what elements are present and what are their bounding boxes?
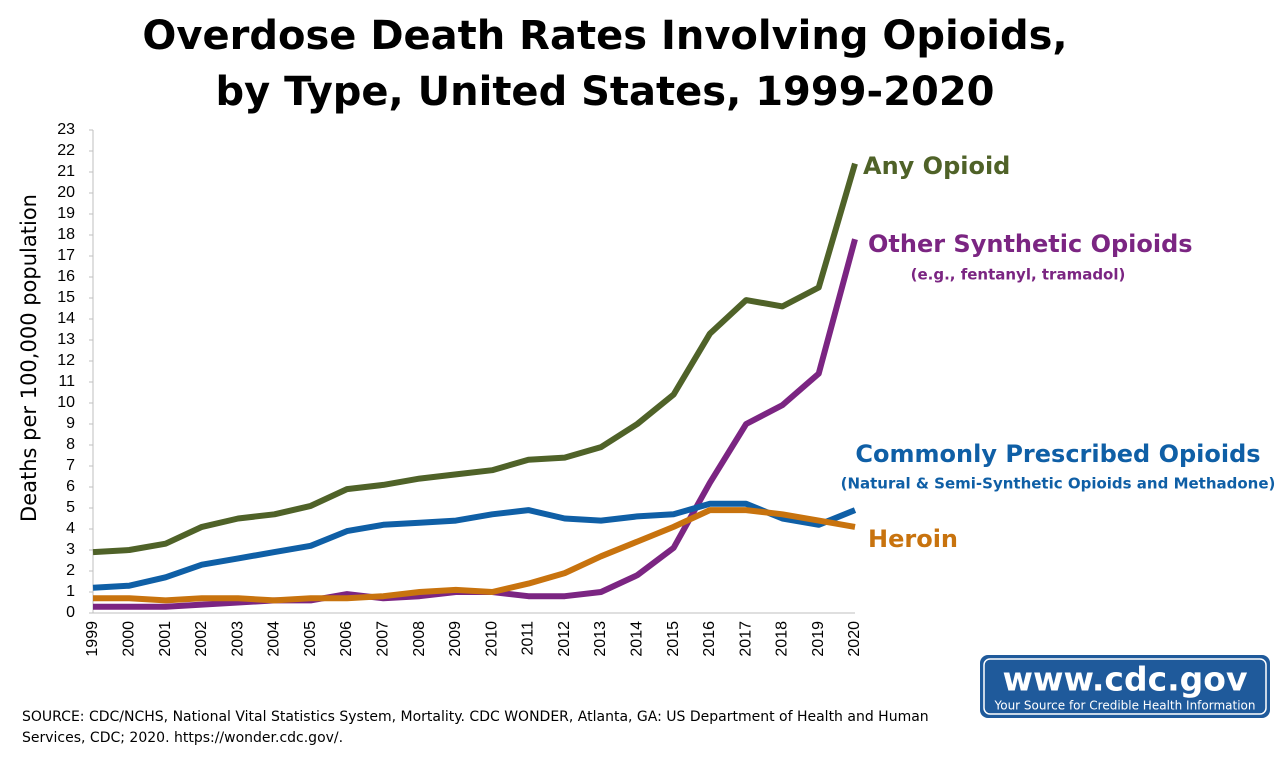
y-tick-label: 14 <box>57 310 75 327</box>
x-tick-label: 2007 <box>375 621 392 657</box>
x-tick-label: 2016 <box>701 621 718 657</box>
source-note: SOURCE: CDC/NCHS, National Vital Statist… <box>22 709 929 725</box>
series-label: Other Synthetic Opioids <box>868 230 1193 258</box>
y-tick-label: 19 <box>57 205 75 222</box>
y-tick-label: 6 <box>66 478 75 495</box>
x-tick-label: 2019 <box>810 621 827 657</box>
x-tick-label: 2015 <box>665 621 682 657</box>
x-tick-label: 2012 <box>556 621 573 657</box>
y-tick-label: 11 <box>58 373 75 390</box>
y-tick-label: 20 <box>57 184 75 201</box>
y-tick-label: 16 <box>57 268 75 285</box>
x-tick-label: 2003 <box>229 621 246 657</box>
x-tick-label: 2002 <box>193 621 210 657</box>
logo-box <box>980 655 1270 718</box>
x-tick-label: 2020 <box>846 621 863 657</box>
x-tick-label: 2017 <box>737 621 754 657</box>
series-line <box>92 500 857 591</box>
y-tick-label: 13 <box>57 331 75 348</box>
series-description: (Natural & Semi-Synthetic Opioids and Me… <box>841 475 1276 493</box>
chart-title: Overdose Death Rates Involving Opioids, <box>142 13 1067 59</box>
logo-text: www.cdc.gov <box>1003 660 1248 699</box>
x-tick-label: 2005 <box>302 621 319 657</box>
series-line <box>93 507 856 604</box>
y-tick-label: 5 <box>66 499 75 516</box>
y-tick-label: 8 <box>66 436 75 453</box>
y-tick-label: 3 <box>66 541 75 558</box>
y-tick-label: 10 <box>57 394 75 411</box>
x-tick-label: 2018 <box>774 621 791 657</box>
x-tick-label: 2014 <box>629 621 646 657</box>
y-tick-label: 18 <box>57 226 75 243</box>
y-tick-label: 22 <box>57 142 75 159</box>
x-tick-label: 2013 <box>592 621 609 657</box>
y-tick-label: 7 <box>66 457 75 474</box>
y-tick-label: 17 <box>57 247 75 264</box>
logo-border <box>983 658 1267 715</box>
y-axis-label: Deaths per 100,000 population <box>17 194 41 522</box>
y-tick-label: 23 <box>57 121 75 138</box>
series-label: Heroin <box>868 525 958 553</box>
y-tick-label: 12 <box>57 352 75 369</box>
chart-title: by Type, United States, 1999-2020 <box>216 69 995 115</box>
y-tick-label: 15 <box>57 289 75 306</box>
x-tick-label: 2006 <box>338 621 355 657</box>
x-tick-label: 1999 <box>84 621 101 657</box>
y-tick-label: 21 <box>57 163 75 180</box>
y-tick-label: 4 <box>66 520 75 537</box>
x-tick-label: 2011 <box>520 621 537 656</box>
series-line <box>93 238 858 610</box>
y-tick-label: 1 <box>66 583 75 600</box>
series-description: (e.g., fentanyl, tramadol) <box>911 266 1126 284</box>
x-tick-label: 2000 <box>121 621 138 657</box>
x-tick-label: 2009 <box>447 621 464 657</box>
x-tick-label: 2004 <box>266 621 283 657</box>
x-tick-label: 2008 <box>411 621 428 657</box>
logo-tagline: Your Source for Credible Health Informat… <box>994 699 1256 713</box>
x-tick-label: 2010 <box>483 621 500 657</box>
series-label: Commonly Prescribed Opioids <box>855 440 1260 468</box>
y-tick-label: 0 <box>66 604 75 621</box>
source-note: Services, CDC; 2020. https://wonder.cdc.… <box>22 730 343 746</box>
series-line <box>92 162 858 556</box>
y-tick-label: 9 <box>66 415 75 432</box>
y-tick-label: 2 <box>66 562 75 579</box>
x-tick-label: 2001 <box>157 621 174 657</box>
series-label: Any Opioid <box>863 152 1010 180</box>
